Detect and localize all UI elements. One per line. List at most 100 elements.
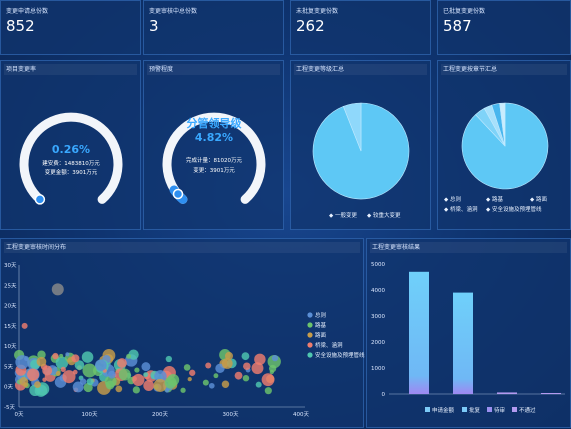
bar[interactable] (497, 392, 517, 394)
y-tick-label: 4000 (371, 288, 385, 294)
scatter-point[interactable] (95, 359, 107, 372)
scatter-point[interactable] (208, 382, 215, 389)
scatter-point[interactable] (23, 382, 29, 388)
pie-chart (312, 102, 410, 200)
scatter-point[interactable] (132, 373, 145, 387)
scatter-point[interactable] (205, 362, 212, 369)
gauge-level: 分管领导级 (187, 116, 243, 130)
scatter-point[interactable] (154, 370, 167, 383)
scatter-point[interactable] (59, 353, 64, 358)
scatter-point[interactable] (261, 373, 275, 387)
scatter-point[interactable] (52, 352, 59, 360)
scatter-point[interactable] (42, 365, 53, 376)
scatter-point[interactable] (215, 363, 225, 374)
legend-label[interactable]: 路面 (315, 331, 327, 339)
scatter-point[interactable] (37, 350, 46, 360)
scatter-point[interactable] (153, 378, 167, 392)
scatter-point[interactable] (126, 353, 132, 359)
legend-label[interactable]: 总则 (315, 311, 326, 319)
gauge-panel-warning: 预警程度 分管领导级 4.82% 完成计量：81020万元 变更：3901万元 (143, 60, 284, 230)
scatter-point[interactable] (221, 380, 230, 388)
scatter-point[interactable] (134, 367, 140, 373)
scatter-point[interactable] (271, 355, 279, 362)
kpi-title: 变更审核中总份数 (149, 8, 198, 15)
kpi-value: 262 (296, 17, 325, 35)
legend-label[interactable]: 待审 (494, 406, 506, 414)
scatter-point[interactable] (72, 369, 78, 375)
scatter-point[interactable] (243, 362, 251, 371)
bar-panel: 工程变更审核结果 5000 4000 3000 2000 1000 0 申请金额 批复 待审 不通… (366, 238, 571, 428)
scatter-point[interactable] (60, 366, 66, 373)
legend-label[interactable]: 路基 (315, 321, 327, 329)
scatter-point[interactable] (27, 368, 40, 381)
legend-item[interactable]: ◆ 桥梁、涵洞 (444, 207, 478, 213)
pie-slice[interactable] (499, 102, 506, 147)
scatter-point[interactable] (143, 372, 149, 378)
legend-label[interactable]: 批复 (469, 406, 481, 414)
scatter-point[interactable] (21, 322, 28, 329)
scatter-point[interactable] (42, 377, 47, 382)
scatter-point[interactable] (264, 387, 272, 395)
scatter-point[interactable] (202, 379, 209, 386)
kpi-title: 已批复变更份数 (443, 8, 486, 15)
scatter-point[interactable] (165, 355, 172, 363)
scatter-point[interactable] (255, 381, 262, 388)
scatter-point[interactable] (72, 381, 84, 393)
scatter-point[interactable] (128, 349, 139, 360)
scatter-point[interactable] (82, 363, 97, 378)
legend-item[interactable]: ◆ 较重大变更 (367, 213, 401, 219)
kpi-card-unapproved: 未批复变更份数 262 (290, 0, 431, 55)
legend-label[interactable]: 申请金额 (432, 406, 455, 414)
kpi-title: 未批复变更份数 (296, 8, 339, 15)
legend-item[interactable]: ◆ 安全设施及预埋管线 (486, 207, 542, 213)
scatter-point[interactable] (164, 376, 177, 389)
scatter-point[interactable] (81, 351, 94, 363)
legend-swatch (307, 352, 313, 358)
scatter-point[interactable] (189, 369, 196, 376)
scatter-point[interactable] (251, 362, 264, 375)
scatter-point[interactable] (221, 358, 233, 369)
scatter-point[interactable] (55, 356, 69, 370)
scatter-point[interactable] (51, 283, 64, 296)
scatter-point[interactable] (74, 360, 85, 370)
legend-item[interactable]: ◆ 总则 (444, 197, 461, 203)
bar[interactable] (453, 292, 473, 394)
scatter-point[interactable] (254, 353, 266, 366)
scatter-point[interactable] (141, 362, 151, 372)
legend-label[interactable]: 桥梁、涵洞 (315, 341, 343, 349)
scatter-point[interactable] (242, 374, 250, 382)
scatter-point[interactable] (132, 386, 140, 394)
x-tick-label: 300天 (223, 411, 239, 418)
scatter-point[interactable] (187, 376, 192, 382)
scatter-point[interactable] (34, 381, 41, 389)
scatter-point[interactable] (224, 351, 234, 360)
scatter-point[interactable] (118, 368, 131, 381)
legend-label[interactable]: 不通过 (519, 406, 536, 414)
scatter-point[interactable] (107, 370, 116, 379)
scatter-point[interactable] (213, 373, 219, 379)
bar[interactable] (541, 393, 561, 394)
legend-item[interactable]: ◆ 一般变更 (329, 213, 357, 219)
gauge-chart: 0.26% 建安费：1483810万元 变更金额：3901万元 (19, 112, 123, 205)
scatter-point[interactable] (65, 352, 70, 357)
legend-item[interactable]: ◆ 路面 (530, 197, 547, 203)
scatter-point[interactable] (104, 375, 117, 388)
scatter-point[interactable] (115, 385, 123, 393)
legend-item[interactable]: ◆ 路基 (486, 197, 503, 203)
scatter-point[interactable] (36, 356, 47, 367)
scatter-point[interactable] (183, 364, 191, 371)
scatter-point[interactable] (117, 358, 127, 368)
scatter-point[interactable] (62, 370, 76, 384)
legend-label[interactable]: 安全设施及预埋管线 (315, 351, 365, 359)
scatter-point[interactable] (180, 387, 186, 393)
scatter-point[interactable] (15, 355, 30, 369)
scatter-point[interactable] (86, 378, 94, 386)
scatter-point[interactable] (143, 380, 155, 391)
scatter-point[interactable] (55, 370, 61, 376)
scatter-point[interactable] (234, 371, 243, 380)
scatter-point[interactable] (164, 388, 170, 393)
scatter-point[interactable] (71, 354, 80, 363)
bar[interactable] (409, 271, 429, 394)
scatter-point[interactable] (241, 352, 250, 361)
pie-slice[interactable] (342, 102, 362, 152)
